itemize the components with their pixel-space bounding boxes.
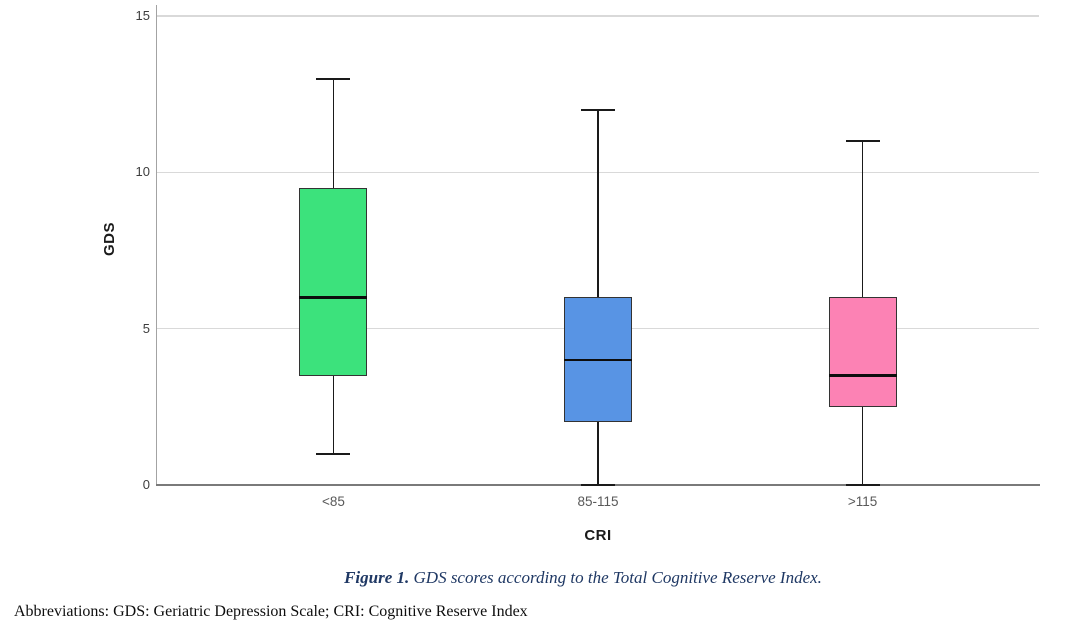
y-tick-label: 5 <box>142 320 150 336</box>
y-axis-line <box>155 5 158 486</box>
upper-whisker-cap <box>316 77 351 80</box>
figure-caption: Figure 1. GDS scores according to the To… <box>100 567 1066 589</box>
median-line <box>564 358 632 362</box>
lower-whisker-cap <box>316 452 351 455</box>
upper-whisker <box>861 141 864 298</box>
boxplot-figure: GDS 0 5 10 15 <85 85-115 >115 CRI <box>101 5 1040 544</box>
x-category-label: <85 <box>321 494 345 509</box>
y-tick-label: 15 <box>135 8 150 23</box>
plot-area <box>157 15 1039 486</box>
caption-text: GDS scores according to the Total Cognit… <box>413 568 822 587</box>
lower-whisker-cap <box>581 484 615 486</box>
gridline <box>157 15 1039 17</box>
upper-whisker <box>597 109 599 298</box>
y-tick-label: 10 <box>135 164 150 180</box>
lower-whisker <box>861 406 864 485</box>
x-axis-title: CRI <box>584 527 612 544</box>
median-line <box>299 296 368 299</box>
y-tick-label: 0 <box>142 477 150 492</box>
box-<85 <box>299 187 368 376</box>
lower-whisker <box>597 422 599 485</box>
abbreviations-note: Abbreviations: GDS: Geriatric Depression… <box>14 603 528 620</box>
upper-whisker-cap <box>845 140 880 143</box>
lower-whisker <box>332 375 335 454</box>
x-category-label: 85-115 <box>577 494 619 509</box>
x-category-label: >115 <box>847 494 878 509</box>
upper-whisker <box>332 78 335 188</box>
median-line <box>828 374 897 377</box>
lower-whisker-cap <box>845 484 880 486</box>
caption-label: Figure 1. <box>344 568 410 587</box>
upper-whisker-cap <box>581 108 615 111</box>
y-axis-title: GDS <box>101 222 118 257</box>
box->115 <box>828 297 897 407</box>
